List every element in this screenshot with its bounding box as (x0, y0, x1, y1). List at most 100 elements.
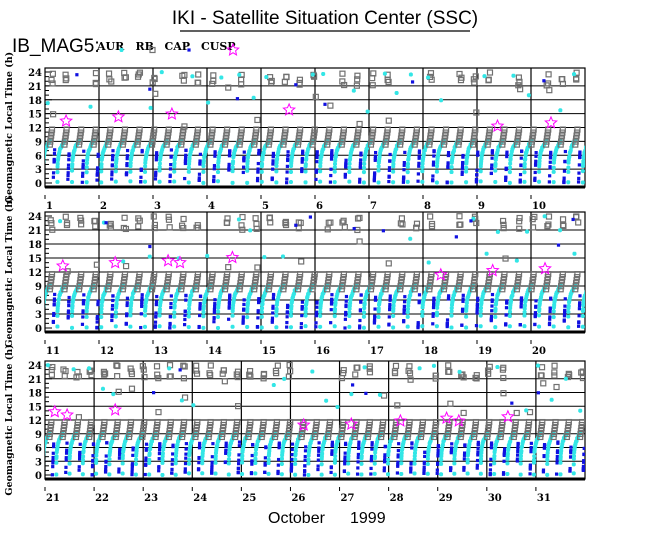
rb-point (209, 80, 216, 87)
aur-point (259, 314, 264, 319)
cap-point (547, 322, 552, 327)
rb-point (486, 69, 494, 76)
aur-point (172, 164, 177, 169)
aur-point (406, 153, 411, 158)
aur-point (348, 153, 353, 158)
cap-point (577, 307, 581, 311)
aur-mark (319, 154, 324, 159)
aur-point (362, 154, 368, 159)
aur-point (583, 145, 585, 150)
cap-point (51, 451, 55, 455)
cap-point (105, 441, 109, 445)
aur-point (157, 324, 162, 329)
aur-point (186, 471, 192, 476)
cap-point (78, 451, 82, 455)
aur-point (319, 154, 324, 159)
aur-point (434, 310, 440, 315)
aur-point (231, 153, 236, 158)
aur-point (226, 457, 231, 462)
aur-mark (377, 295, 383, 301)
cap-point (213, 150, 217, 154)
aur-point (466, 149, 471, 154)
aur-point (551, 160, 556, 165)
cap-point (223, 460, 227, 465)
rb-point (253, 225, 260, 232)
aur-point (201, 169, 206, 174)
cap-point (154, 172, 158, 176)
aur-mark (553, 151, 558, 156)
aur-mark (364, 146, 370, 151)
aur-mark (110, 438, 115, 444)
cap-point (67, 304, 71, 308)
aur-point (83, 438, 88, 444)
cap-point (475, 168, 479, 172)
rb-point (88, 418, 95, 426)
aur-point (99, 303, 104, 308)
aur-point (81, 445, 86, 450)
cap-point (168, 179, 172, 184)
aur-point (133, 472, 138, 477)
rb-point (501, 271, 508, 278)
cap-point (183, 323, 187, 327)
aur-point (147, 460, 152, 466)
aur-point (213, 471, 218, 476)
aur-mark (435, 161, 440, 166)
aur-point (260, 301, 265, 306)
aur-mark (160, 147, 165, 152)
aur-mark (70, 303, 75, 308)
aur-mark (376, 309, 381, 314)
cap-point (117, 467, 121, 471)
aur-mark (216, 303, 221, 308)
cap-point (562, 180, 566, 184)
cap-point (285, 164, 289, 168)
aur-mark (174, 148, 179, 153)
aur-mark (142, 324, 148, 329)
rb-point (48, 271, 56, 278)
cap-point (372, 175, 377, 179)
cap-point (170, 471, 174, 475)
cap-point (77, 468, 81, 472)
cap-point (53, 148, 57, 152)
rb-point (152, 90, 159, 97)
rb-point (48, 371, 56, 378)
aur-mark (193, 283, 198, 288)
cap-point (140, 300, 144, 304)
aur-mark (144, 152, 149, 157)
aur-mark (377, 156, 382, 161)
aur-mark (160, 457, 165, 462)
cap-point (402, 308, 406, 312)
rb-point (545, 213, 553, 220)
legend-cusp-marker (226, 42, 240, 56)
cap-point (236, 471, 240, 475)
aur-mark (424, 289, 429, 295)
aur-mark (332, 309, 337, 314)
y-tick-label: 0 (35, 471, 42, 482)
cap-point (241, 315, 245, 319)
aur-point (319, 299, 324, 304)
rb-point (225, 264, 232, 271)
cap-point (372, 177, 376, 181)
aur-point (318, 313, 323, 318)
cap-point (490, 151, 494, 155)
aur-point (464, 304, 469, 309)
aur-mark (288, 179, 294, 185)
aur-mark (106, 282, 111, 287)
aur-mark (134, 453, 139, 458)
cap-point (474, 180, 478, 184)
cap-point (329, 167, 333, 171)
cap-point (578, 153, 582, 157)
aur-point (406, 300, 411, 305)
aur-point (188, 152, 193, 157)
aur-mark (120, 461, 125, 466)
cap-point (285, 177, 289, 181)
cap-point (198, 294, 203, 298)
aur-mark (100, 296, 105, 301)
aur-point (394, 146, 399, 151)
rb-point (589, 130, 594, 135)
aur-point (81, 449, 86, 454)
aur-mark (85, 298, 90, 303)
aur-mark (479, 159, 484, 164)
aur-mark (84, 165, 89, 170)
aur-mark (147, 472, 152, 477)
aur-mark (383, 138, 388, 143)
